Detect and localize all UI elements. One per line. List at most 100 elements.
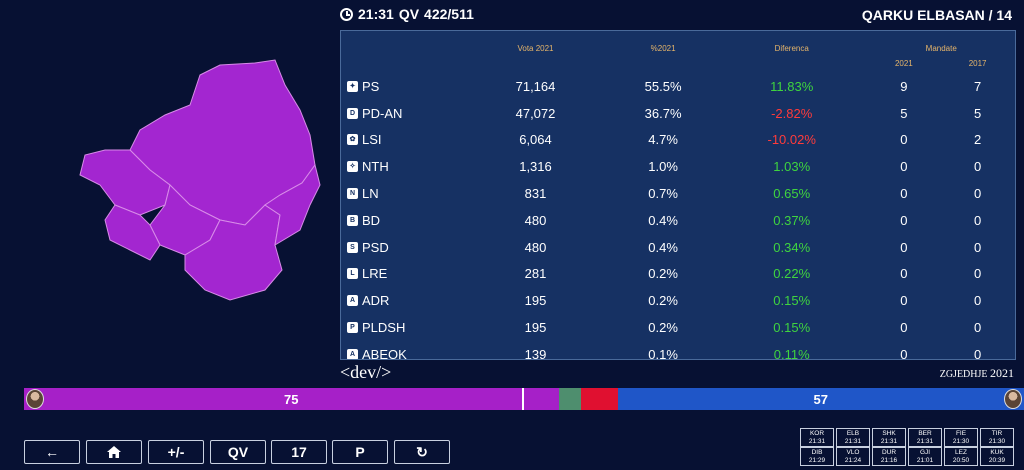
region-time: 21:31 (916, 438, 934, 445)
table-row: L LRE 281 0.2% 0.22% 0 0 (341, 261, 1015, 288)
mandate-2017-cell: 0 (973, 346, 982, 360)
region-status-gji[interactable]: GJI 21:01 (908, 447, 942, 466)
home-icon (107, 446, 121, 458)
party-cell: S PSD (341, 234, 461, 261)
party-name: PLDSH (362, 320, 406, 336)
table-row: D PD-AN 47,072 36.7% -2.82% 5 5 (341, 100, 1015, 127)
party-name: BD (362, 212, 381, 228)
diff-cell: 11.83% (770, 78, 814, 94)
elbasan-map (79, 59, 321, 301)
mandate-2021-cell: 0 (900, 346, 908, 360)
party-logo-icon: P (347, 322, 358, 334)
table-row: A ABEOK 139 0.1% 0.11% 0 0 (341, 341, 1015, 360)
diff-cell: 0.65% (773, 186, 811, 202)
party-logo-icon: A (347, 348, 358, 359)
region-status-lez[interactable]: LEZ 20:50 (944, 447, 978, 466)
col-header-mandates: Mandate (925, 44, 957, 53)
party-logo-icon: B (347, 214, 358, 226)
diff-cell: 0.15% (773, 293, 811, 309)
party-name: PSD (362, 239, 389, 255)
region-time: 21:24 (844, 457, 862, 464)
pd-seat-count: 57 (813, 391, 828, 407)
region-status-kuk[interactable]: KUK 20:39 (980, 447, 1014, 466)
region-status-kor[interactable]: KOR 21:31 (800, 428, 834, 447)
region-status-dur[interactable]: DUR 21:16 (872, 447, 906, 466)
mandate-2021-cell: 5 (900, 105, 908, 121)
p-button[interactable]: P (332, 440, 388, 464)
party-logo-icon: ✧ (347, 161, 358, 173)
seat-bar-other (558, 388, 581, 410)
table-row: ✧ NTH 1,316 1.0% 1.03% 0 0 (341, 153, 1015, 180)
region-time: 20:50 (952, 457, 970, 464)
region-code: SHK (882, 430, 896, 437)
diff-cell: 0.22% (773, 266, 811, 282)
region-status-vlo[interactable]: VLO 21:24 (836, 447, 870, 466)
back-button[interactable]: ← (24, 440, 80, 464)
region-status-elb[interactable]: ELB 21:31 (836, 428, 870, 447)
diff-cell: -2.82% (771, 105, 813, 121)
diff-cell: 0.34% (773, 239, 811, 255)
update-time: 21:31 (358, 6, 394, 22)
party-cell: A ADR (341, 287, 461, 314)
mandate-2021-cell: 0 (900, 266, 908, 282)
party-cell: ✿ LSI (341, 127, 461, 154)
qv-button[interactable]: QV (210, 440, 266, 464)
region-time: 21:31 (880, 438, 898, 445)
votes-cell: 281 (524, 266, 547, 282)
votes-cell: 1,316 (519, 159, 552, 175)
status-header: 21:31 QV 422/511 (340, 6, 474, 22)
party-logo-icon: N (347, 188, 358, 200)
refresh-button[interactable]: ↻ (394, 440, 450, 464)
pd-leader-avatar (1004, 389, 1022, 409)
region-status-fie[interactable]: FIE 21:30 (944, 428, 978, 447)
pct-cell: 1.0% (648, 159, 678, 175)
diff-cell: 0.37% (773, 212, 811, 228)
region-status-ber[interactable]: BER 21:31 (908, 428, 942, 447)
event-name: ZGJEDHJE (939, 369, 988, 380)
seat-bar-lsi (581, 388, 618, 410)
region-code: LEZ (955, 449, 967, 456)
region-code: DUR (881, 449, 897, 456)
home-button[interactable] (86, 440, 142, 464)
party-name: LSI (362, 132, 382, 148)
party-name: ADR (362, 293, 390, 309)
votes-cell: 47,072 (515, 105, 556, 121)
party-logo-icon: ✿ (347, 134, 358, 146)
dev-logo: <dev/> (340, 362, 392, 382)
mandate-2017-cell: 0 (973, 159, 982, 175)
results-table: Vota 2021 %2021 Diferenca Mandate 2021 2… (341, 31, 1015, 360)
mandate-2017-cell: 7 (973, 78, 982, 94)
mandate-2021-cell: 0 (900, 239, 908, 255)
mandate-2021-cell: 0 (900, 132, 908, 148)
pct-cell: 0.1% (648, 346, 678, 360)
table-row: N LN 831 0.7% 0.65% 0 0 (341, 180, 1015, 207)
region-time: 20:39 (988, 457, 1006, 464)
number-button[interactable]: 17 (271, 440, 327, 464)
results-panel: Vota 2021 %2021 Diferenca Mandate 2021 2… (340, 30, 1016, 360)
region-status-tir[interactable]: TIR 21:30 (980, 428, 1014, 447)
plusminus-button[interactable]: +/- (148, 440, 204, 464)
votes-cell: 195 (524, 320, 547, 336)
qv-label: QV (398, 6, 420, 22)
region-title: QARKU ELBASAN / 14 (861, 7, 1012, 23)
seat-bar-ps: 75 (24, 388, 559, 410)
region-status-shk[interactable]: SHK 21:31 (872, 428, 906, 447)
region-code: KUK (990, 449, 1004, 456)
mandate-2017-cell: 0 (973, 266, 982, 282)
region-code: BER (918, 430, 932, 437)
party-name: NTH (362, 159, 389, 175)
mandate-2021-cell: 9 (900, 78, 908, 94)
table-row: ✦ PS 71,164 55.5% 11.83% 9 7 (341, 73, 1015, 100)
table-row: ✿ LSI 6,064 4.7% -10.02% 0 2 (341, 127, 1015, 154)
col-header-m2021: 2021 (894, 58, 913, 68)
region-status-dib[interactable]: DIB 21:29 (800, 447, 834, 466)
party-name: PD-AN (362, 105, 403, 121)
arrow-left-icon: ← (45, 444, 59, 460)
pct-cell: 0.4% (648, 212, 678, 228)
diff-cell: -10.02% (767, 132, 816, 148)
party-logo-icon: ✦ (347, 80, 358, 92)
mandate-2021-cell: 0 (900, 293, 908, 309)
clock-icon (340, 7, 353, 21)
pct-cell: 0.2% (648, 293, 678, 309)
refresh-icon: ↻ (416, 443, 428, 460)
